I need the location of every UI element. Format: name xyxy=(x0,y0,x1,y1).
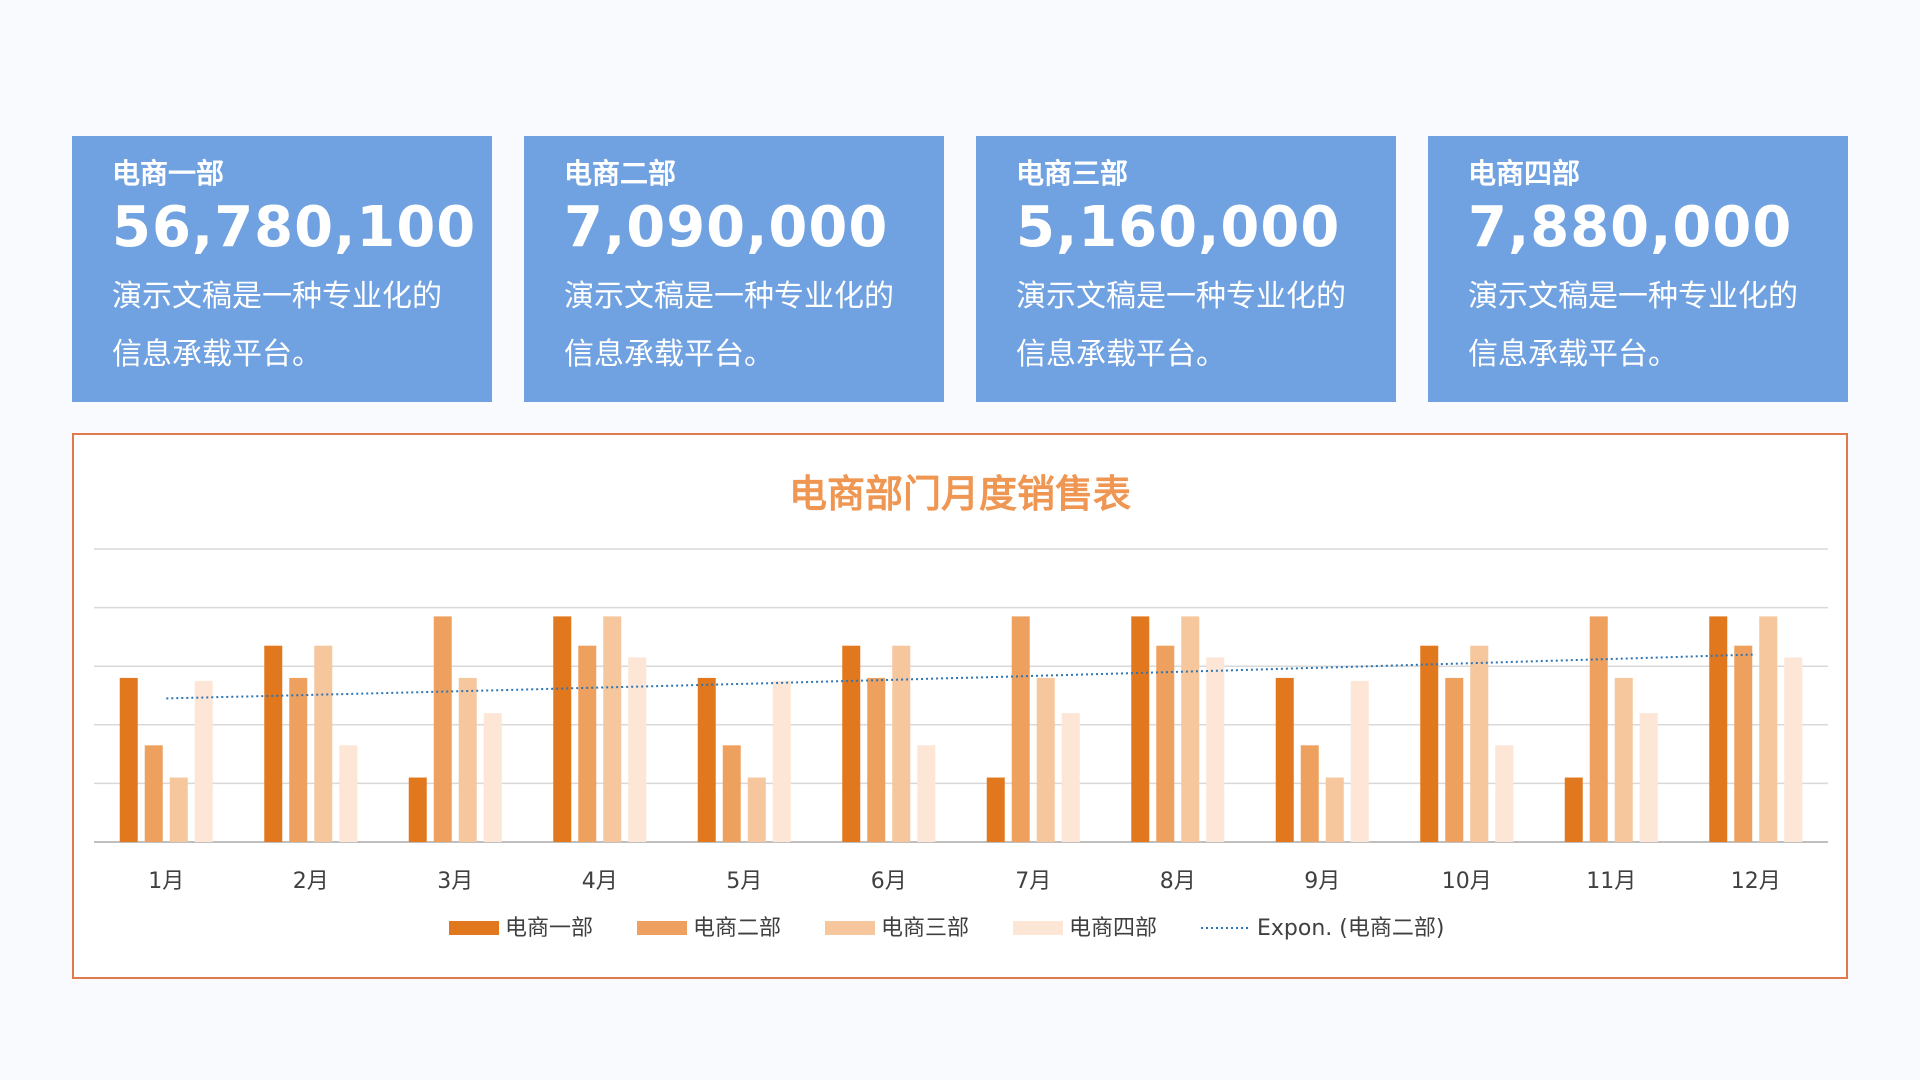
bar xyxy=(1445,677,1464,842)
bar xyxy=(842,645,861,842)
card-value: 56,780,100 xyxy=(112,195,477,260)
card-description: 演示文稿是一种专业化的信息承载平台。 xyxy=(1468,279,1798,372)
bar xyxy=(1614,677,1633,842)
bar xyxy=(772,680,791,842)
bar xyxy=(722,745,741,842)
bar xyxy=(1470,645,1489,842)
legend-label: Expon. (电商二部) xyxy=(1257,916,1444,941)
x-tick-label: 11月 xyxy=(1586,869,1636,894)
bar xyxy=(1564,777,1583,842)
department-card: 电商四部 7,880,000 演示文稿是一种专业化的信息承载平台。 xyxy=(1428,136,1848,402)
bar xyxy=(1156,645,1175,842)
x-tick-label: 8月 xyxy=(1160,869,1196,894)
legend-label: 电商四部 xyxy=(1069,916,1157,941)
card-description: 演示文稿是一种专业化的信息承载平台。 xyxy=(112,279,442,372)
bar xyxy=(1495,745,1514,842)
x-tick-label: 1月 xyxy=(148,869,184,894)
legend-swatch xyxy=(825,921,875,935)
legend-swatch xyxy=(637,921,687,935)
x-tick-label: 4月 xyxy=(582,869,618,894)
bar xyxy=(314,645,333,842)
bar xyxy=(986,777,1005,842)
bar xyxy=(1350,680,1369,842)
bar xyxy=(578,645,597,842)
card-title: 电商三部 xyxy=(1016,157,1129,190)
bar xyxy=(289,677,308,842)
bar xyxy=(433,616,452,842)
legend-label: 电商二部 xyxy=(693,916,781,941)
bar xyxy=(194,680,213,842)
card-description: 演示文稿是一种专业化的信息承载平台。 xyxy=(1016,279,1346,372)
x-tick-label: 9月 xyxy=(1304,869,1340,894)
bar xyxy=(603,616,622,842)
bar xyxy=(458,677,477,842)
bar xyxy=(1206,657,1225,842)
card-title: 电商四部 xyxy=(1468,157,1581,190)
bar xyxy=(628,657,647,842)
bar xyxy=(867,677,886,842)
card-title: 电商二部 xyxy=(564,157,677,190)
bar xyxy=(697,677,716,842)
bar xyxy=(892,645,911,842)
x-tick-label: 7月 xyxy=(1015,869,1051,894)
department-card: 电商三部 5,160,000 演示文稿是一种专业化的信息承载平台。 xyxy=(976,136,1396,402)
bar xyxy=(408,777,427,842)
bar xyxy=(1784,657,1803,842)
bar xyxy=(1300,745,1319,842)
card-description: 演示文稿是一种专业化的信息承载平台。 xyxy=(564,279,894,372)
summary-cards: 电商一部 56,780,100 演示文稿是一种专业化的信息承载平台。 电商二部 … xyxy=(72,136,1848,402)
bar xyxy=(1639,713,1658,842)
bar xyxy=(1420,645,1439,842)
bar xyxy=(264,645,283,842)
bar xyxy=(169,777,188,842)
bar xyxy=(1061,713,1080,842)
bar xyxy=(1275,677,1294,842)
bar xyxy=(553,616,572,842)
x-tick-label: 12月 xyxy=(1731,869,1781,894)
bar xyxy=(1131,616,1150,842)
bar xyxy=(1036,677,1055,842)
chart-container: 电商部门月度销售表 1月 2月 3月 4月 5月 6月 7月 8月 9月 10月 11月 12月电商一… xyxy=(72,433,1848,979)
bar xyxy=(119,677,138,842)
legend-swatch xyxy=(449,921,499,935)
bar xyxy=(1589,616,1608,842)
card-value: 7,090,000 xyxy=(564,195,889,260)
bar xyxy=(917,745,936,842)
legend-label: 电商三部 xyxy=(881,916,969,941)
bar xyxy=(144,745,163,842)
bar xyxy=(1181,616,1200,842)
legend-label: 电商一部 xyxy=(505,916,593,941)
bar xyxy=(1325,777,1344,842)
department-card: 电商一部 56,780,100 演示文稿是一种专业化的信息承载平台。 xyxy=(72,136,492,402)
legend-swatch xyxy=(1013,921,1063,935)
x-tick-label: 2月 xyxy=(293,869,329,894)
bar xyxy=(483,713,502,842)
bar xyxy=(1011,616,1030,842)
x-tick-label: 10月 xyxy=(1442,869,1492,894)
card-value: 7,880,000 xyxy=(1468,195,1793,260)
bar xyxy=(1759,616,1778,842)
card-value: 5,160,000 xyxy=(1016,195,1341,260)
x-tick-label: 6月 xyxy=(871,869,907,894)
x-tick-label: 3月 xyxy=(437,869,473,894)
bar xyxy=(1709,616,1728,842)
bar xyxy=(747,777,766,842)
chart-title: 电商部门月度销售表 xyxy=(788,472,1131,516)
x-tick-label: 5月 xyxy=(726,869,762,894)
bar xyxy=(339,745,358,842)
trendline xyxy=(166,653,1756,700)
department-card: 电商二部 7,090,000 演示文稿是一种专业化的信息承载平台。 xyxy=(524,136,944,402)
bar xyxy=(1734,645,1753,842)
card-title: 电商一部 xyxy=(112,157,225,190)
